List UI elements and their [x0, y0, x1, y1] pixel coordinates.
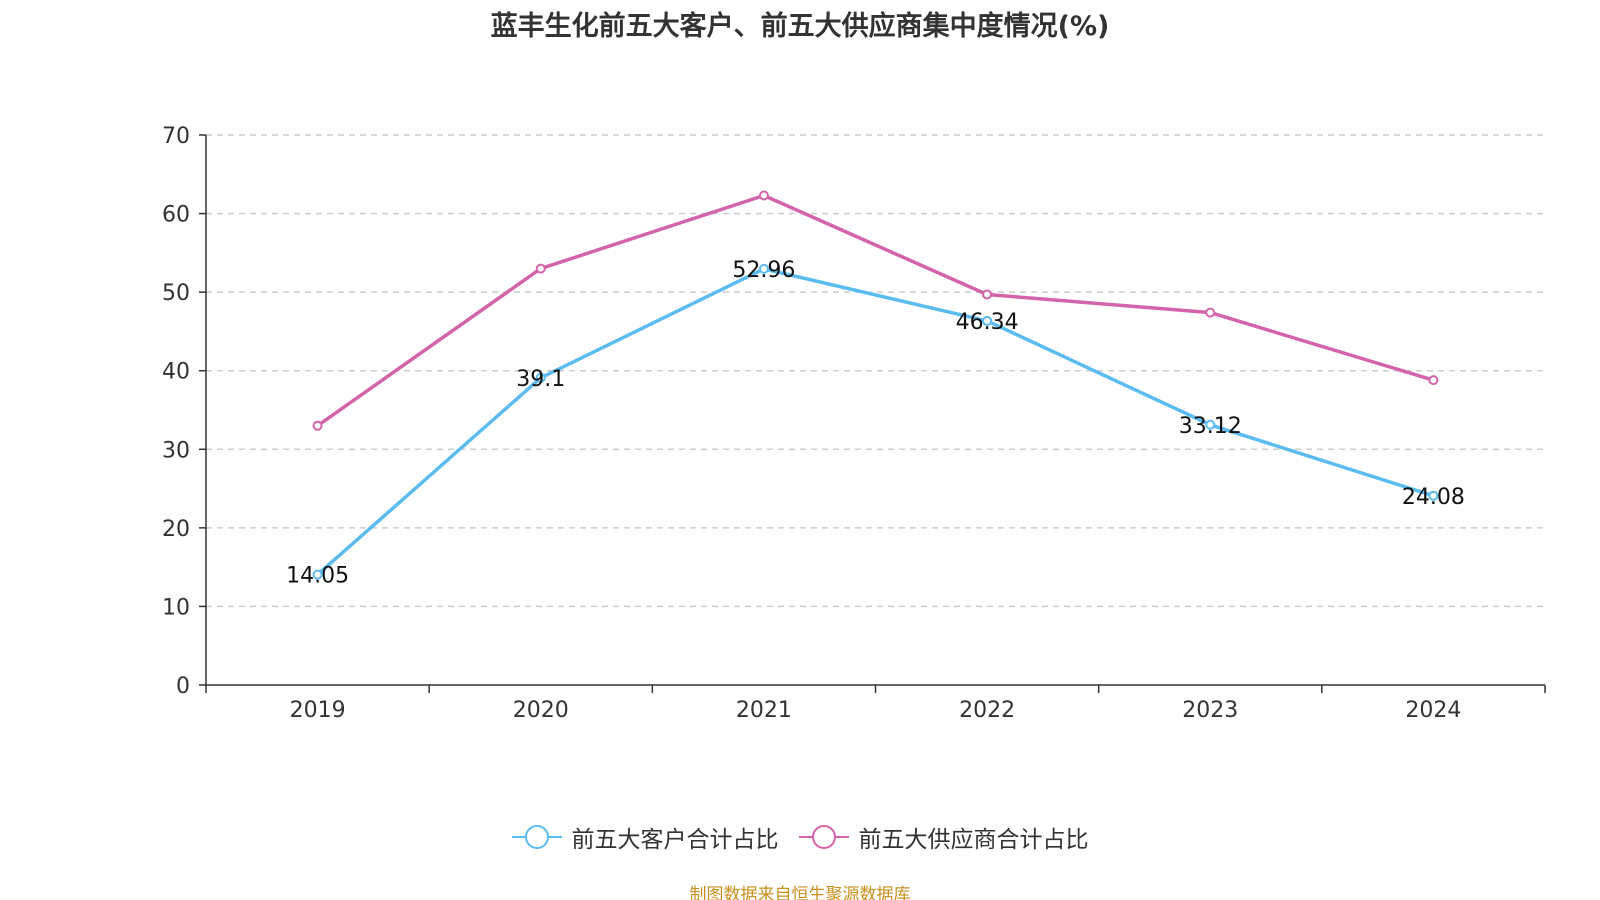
data-label-customers: 24.08	[1402, 485, 1465, 510]
y-tick-label: 70	[162, 124, 190, 149]
x-tick-label: 2019	[290, 698, 346, 723]
legend-marker-customers-icon	[511, 824, 562, 850]
y-tick-label: 0	[176, 674, 190, 699]
y-tick-label: 20	[162, 517, 190, 542]
y-tick-label: 60	[162, 203, 190, 228]
x-tick-label: 2022	[959, 698, 1015, 723]
y-tick-label: 10	[162, 595, 190, 620]
data-point-customers	[1205, 419, 1216, 430]
data-label-customers: 33.12	[1179, 414, 1242, 439]
data-point-suppliers	[1428, 375, 1439, 386]
y-tick-label: 50	[162, 281, 190, 306]
data-point-customers	[982, 315, 993, 326]
legend-item-customers[interactable]: 前五大客户合计占比	[511, 820, 779, 854]
data-point-customers	[1428, 490, 1439, 501]
legend-item-suppliers[interactable]: 前五大供应商合计占比	[798, 820, 1089, 854]
data-point-suppliers	[1205, 307, 1216, 318]
data-point-customers	[312, 569, 323, 580]
series-line-suppliers	[316, 193, 1434, 428]
legend: 前五大客户合计占比 前五大供应商合计占比	[0, 820, 1600, 854]
series-line-customers	[316, 267, 1434, 576]
data-point-customers	[758, 263, 769, 274]
legend-label-suppliers: 前五大供应商合计占比	[858, 827, 1089, 853]
x-tick-label: 2021	[736, 698, 792, 723]
y-tick-label: 40	[162, 360, 190, 385]
data-point-suppliers	[982, 289, 993, 300]
data-point-suppliers	[758, 190, 769, 201]
data-point-suppliers	[312, 420, 323, 431]
data-label-customers: 39.1	[516, 367, 565, 392]
x-tick-label: 2024	[1405, 698, 1461, 723]
data-label-customers: 14.05	[286, 564, 349, 589]
chart-title: 蓝丰生化前五大客户、前五大供应商集中度情况(%)	[490, 11, 1110, 42]
data-point-suppliers	[535, 263, 546, 274]
source-note: 制图数据来自恒生聚源数据库	[689, 885, 911, 900]
data-label-customers: 46.34	[956, 310, 1019, 335]
legend-marker-suppliers-icon	[798, 824, 849, 850]
data-label-customers: 52.96	[732, 258, 795, 283]
y-tick-label: 30	[162, 438, 190, 463]
data-point-customers	[535, 372, 546, 383]
x-tick-label: 2020	[513, 698, 569, 723]
x-tick-label: 2023	[1182, 698, 1238, 723]
legend-label-customers: 前五大客户合计占比	[571, 827, 779, 853]
